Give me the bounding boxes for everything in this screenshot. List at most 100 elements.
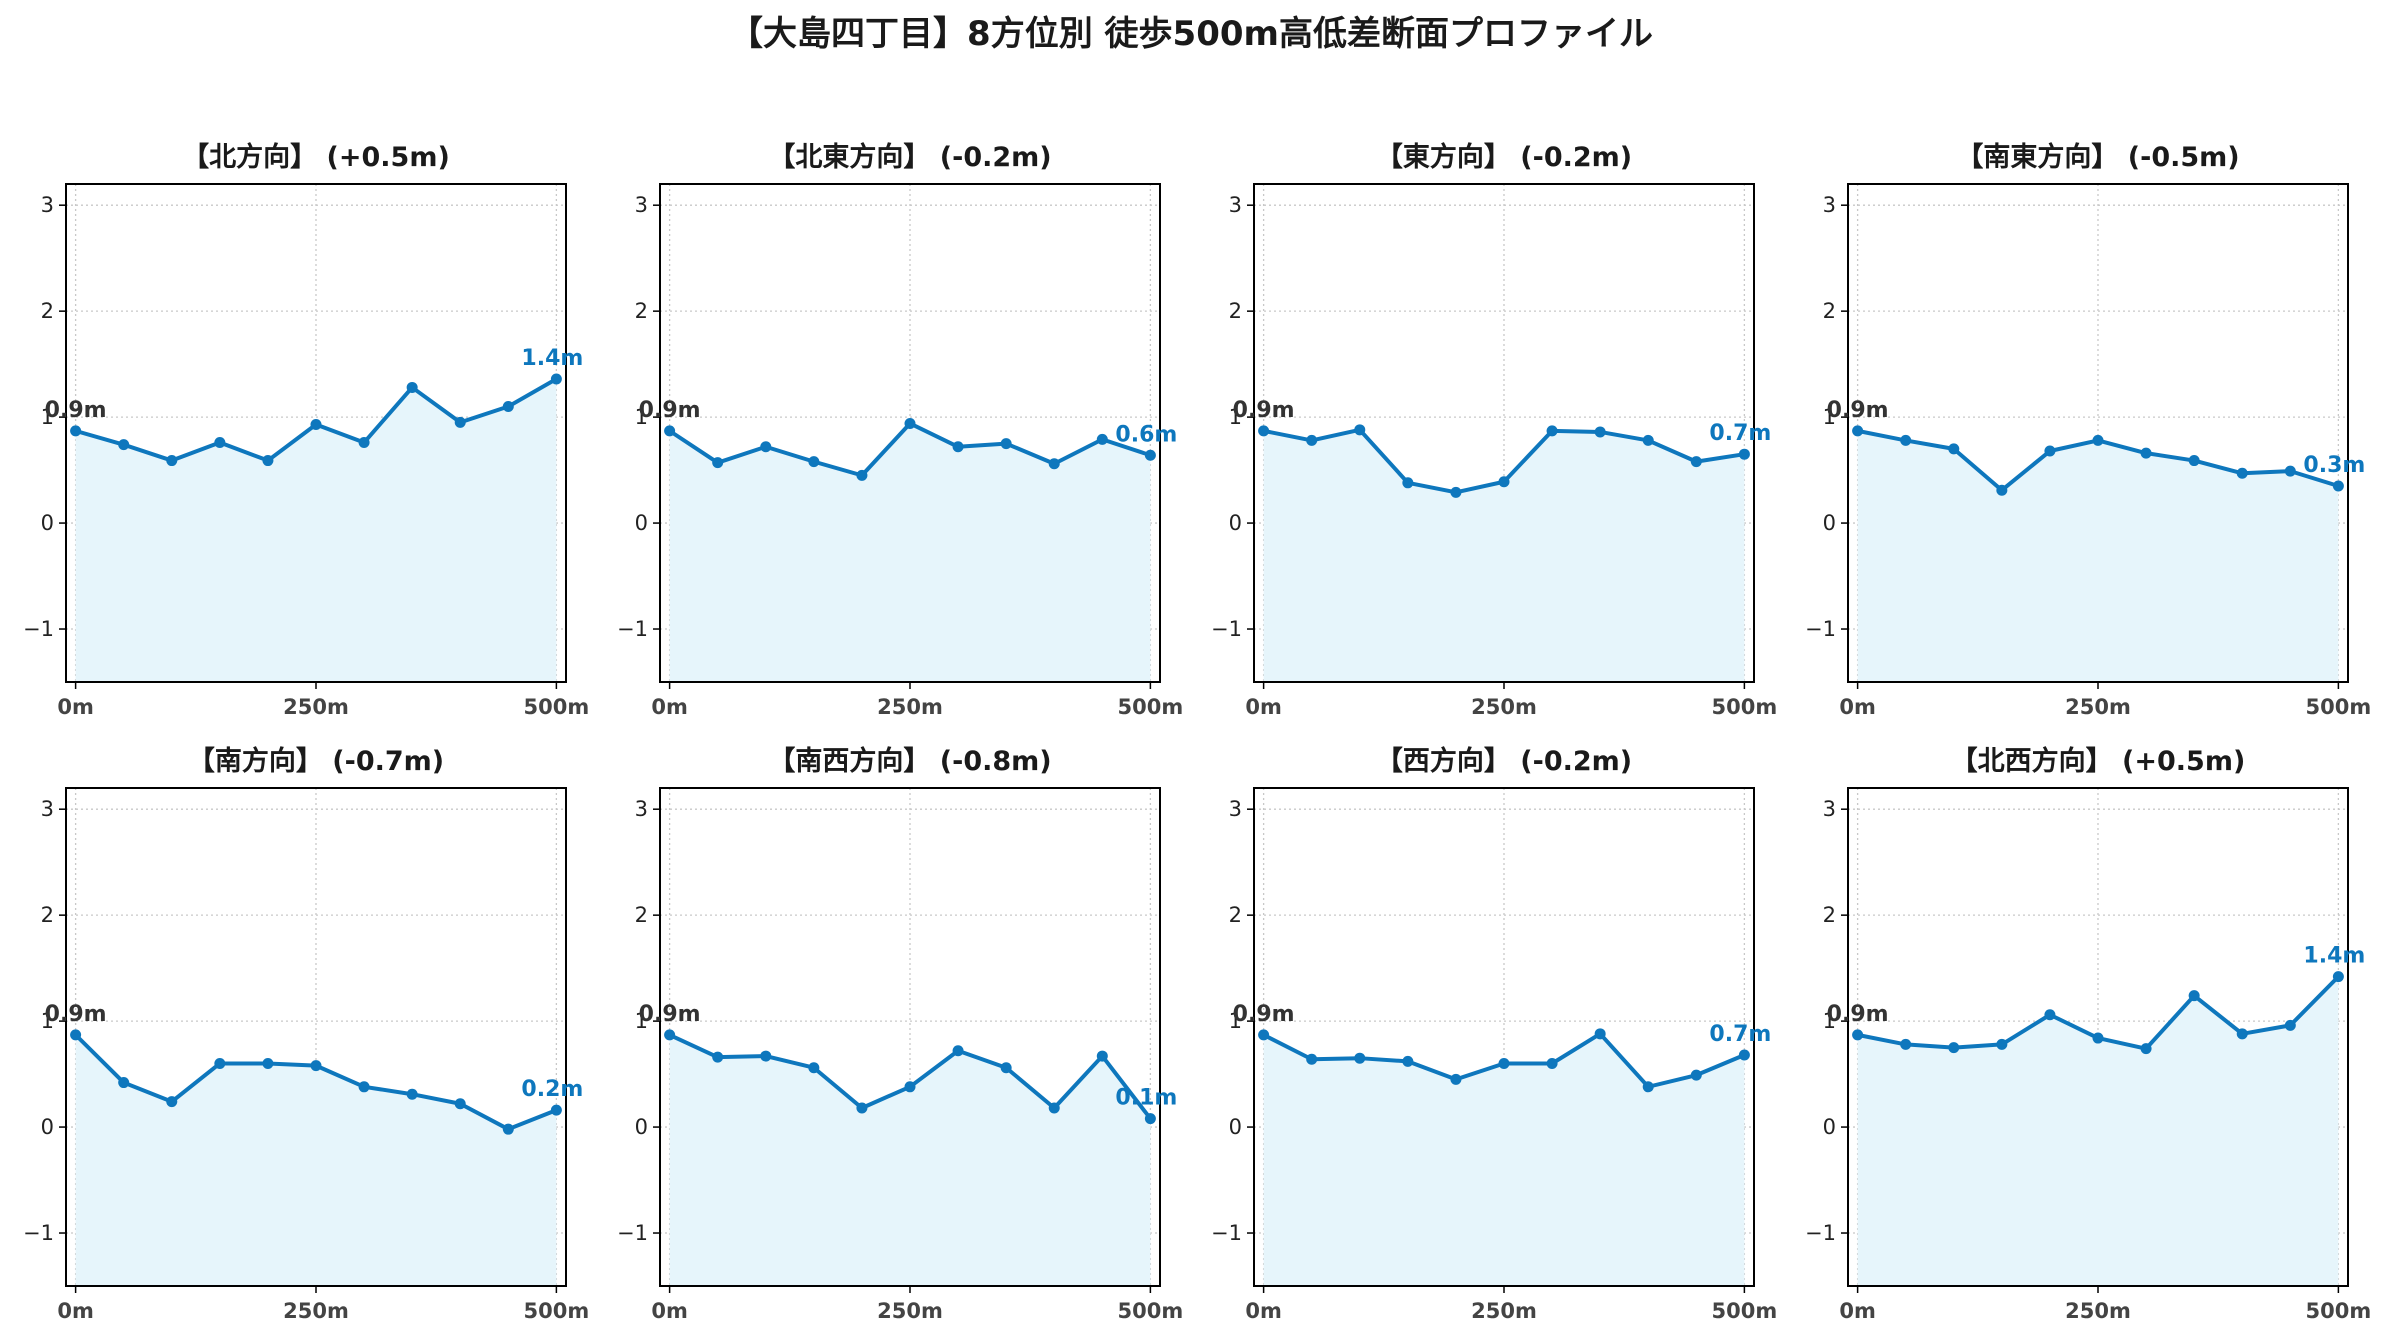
x-tick-label: 250m [283, 695, 349, 719]
data-point [1690, 1069, 1702, 1081]
data-point [1048, 458, 1060, 470]
x-tick-label: 500m [524, 695, 590, 719]
data-point [856, 1102, 868, 1114]
subplot-title: 【北東方向】 (-0.2m) [768, 141, 1051, 173]
y-tick-label: 1 [41, 1009, 54, 1033]
data-point [1996, 484, 2008, 496]
area-fill [1857, 430, 2339, 682]
y-tick-label: −1 [617, 1221, 648, 1245]
data-point [1048, 1102, 1060, 1114]
data-point [1948, 443, 1960, 455]
y-tick-label: 1 [635, 405, 648, 429]
x-tick-label: 0m [1245, 1299, 1282, 1323]
x-tick-label: 250m [877, 695, 943, 719]
data-point [1000, 1062, 1012, 1074]
data-point [1354, 1052, 1366, 1064]
subplot-title: 【北方向】 (+0.5m) [182, 141, 450, 173]
subplot-2: 【北東方向】 (-0.2m) −1 0 1 2 3 0m 250m 500m 0.9m 0.6m [617, 141, 1183, 719]
end-value-label: 0.3m [2303, 453, 2365, 478]
data-point [2284, 465, 2296, 477]
data-point [214, 1057, 226, 1069]
data-point [1402, 1055, 1414, 1067]
y-tick-label: 1 [1823, 405, 1836, 429]
start-value-label: 0.9m [639, 1002, 701, 1027]
x-tick-label: 0m [1839, 695, 1876, 719]
x-tick-label: 250m [1471, 695, 1537, 719]
area-fill [1857, 976, 2339, 1286]
data-point [358, 1081, 370, 1093]
data-point [904, 1081, 916, 1093]
start-value-label: 0.9m [1827, 1002, 1889, 1027]
end-value-label: 1.4m [2303, 944, 2365, 969]
figure-title: 【大島四丁目】8方位別 徒歩500m高低差断面プロファイル [729, 14, 1653, 54]
data-point [1306, 1053, 1318, 1065]
y-tick-label: 1 [41, 405, 54, 429]
data-point [1690, 456, 1702, 468]
data-point [2284, 1019, 2296, 1031]
end-value-label: 0.1m [1115, 1086, 1177, 1111]
data-point [262, 455, 274, 467]
data-point [502, 401, 514, 413]
data-point [952, 1045, 964, 1057]
subplot-title: 【北西方向】 (+0.5m) [1951, 745, 2246, 777]
data-point [1096, 433, 1108, 445]
y-tick-label: −1 [23, 617, 54, 641]
x-tick-label: 250m [2065, 695, 2131, 719]
x-tick-label: 500m [1712, 1299, 1778, 1323]
start-value-label: 0.9m [639, 398, 701, 423]
area-fill [1263, 429, 1745, 682]
data-point [358, 437, 370, 449]
y-tick-label: 0 [635, 1115, 648, 1139]
y-tick-label: 0 [635, 511, 648, 535]
data-point [904, 417, 916, 429]
data-point [1738, 1049, 1750, 1061]
data-point [1642, 434, 1654, 446]
data-point [2044, 1009, 2056, 1021]
data-point [454, 416, 466, 428]
y-tick-label: 3 [41, 193, 54, 217]
start-value-label: 0.9m [1233, 398, 1295, 423]
data-point [1096, 1050, 1108, 1062]
data-point [1594, 1028, 1606, 1040]
y-tick-label: 2 [41, 903, 54, 927]
data-point [118, 1077, 130, 1089]
end-value-label: 0.6m [1115, 422, 1177, 447]
start-value-label: 0.9m [1233, 1002, 1295, 1027]
data-point [1996, 1038, 2008, 1050]
y-tick-label: 3 [635, 797, 648, 821]
data-point [166, 455, 178, 467]
data-point [1738, 448, 1750, 460]
y-tick-label: 3 [1823, 193, 1836, 217]
x-tick-label: 250m [2065, 1299, 2131, 1323]
data-point [2236, 1028, 2248, 1040]
data-point [1306, 434, 1318, 446]
y-tick-label: 1 [1823, 1009, 1836, 1033]
subplot-title: 【西方向】 (-0.2m) [1376, 745, 1632, 777]
data-point [70, 425, 82, 437]
data-point [2140, 447, 2152, 459]
y-tick-label: 2 [635, 903, 648, 927]
y-tick-label: 0 [1823, 511, 1836, 535]
y-tick-label: 1 [1229, 405, 1242, 429]
subplot-title: 【南方向】 (-0.7m) [188, 745, 444, 777]
data-point [310, 419, 322, 431]
data-point [1498, 476, 1510, 488]
data-point [1546, 425, 1558, 437]
end-value-label: 0.2m [521, 1077, 583, 1102]
subplot-8: 【北西方向】 (+0.5m) −1 0 1 2 3 0m 250m 500m 0.9m 1.4m [1805, 745, 2371, 1323]
x-tick-label: 500m [1712, 695, 1778, 719]
y-tick-label: 3 [1823, 797, 1836, 821]
y-tick-label: 2 [1229, 299, 1242, 323]
data-point [808, 456, 820, 468]
end-value-label: 0.7m [1709, 1022, 1771, 1047]
data-point [1546, 1057, 1558, 1069]
area-fill [1263, 1033, 1745, 1286]
y-tick-label: −1 [1805, 617, 1836, 641]
y-tick-label: 2 [1229, 903, 1242, 927]
data-point [1450, 486, 1462, 498]
data-point [664, 425, 676, 437]
area-fill [75, 378, 557, 682]
area-fill [669, 423, 1151, 682]
end-value-label: 0.7m [1709, 421, 1771, 446]
data-point [1402, 477, 1414, 489]
